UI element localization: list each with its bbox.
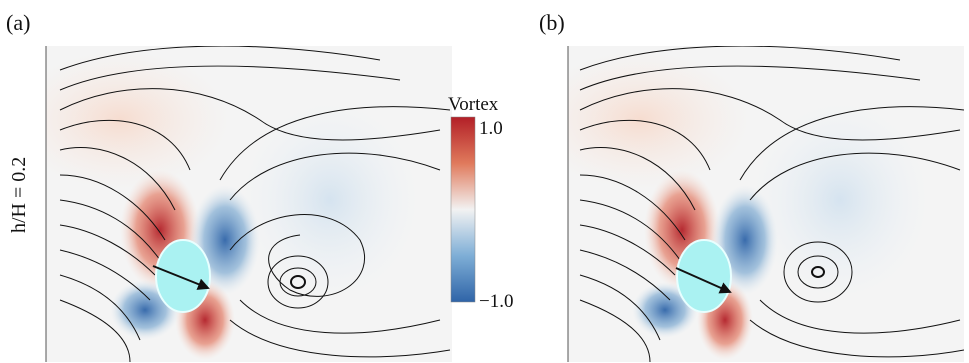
panel-a: [46, 46, 452, 362]
particle-body: [155, 239, 211, 313]
row-label: h/H = 0.2: [8, 156, 30, 233]
streamlines: [59, 46, 451, 362]
panel-b: [568, 46, 964, 362]
orientation-arrow: [675, 267, 732, 294]
orientation-arrow: [152, 265, 210, 290]
colorbar-title: Vortex: [448, 94, 499, 115]
particle-body: [676, 239, 732, 313]
colorbar: [450, 116, 476, 303]
panel-label-a: (a): [6, 10, 31, 35]
colorbar-min-label: −1.0: [479, 291, 514, 312]
streamlines: [579, 46, 964, 362]
panel-label-b: (b): [539, 10, 565, 35]
colorbar-max-label: 1.0: [479, 118, 503, 139]
